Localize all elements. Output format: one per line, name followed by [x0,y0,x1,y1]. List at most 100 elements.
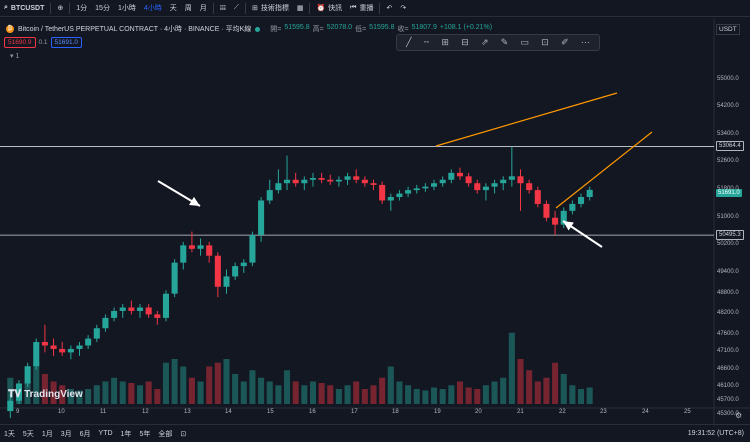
volume-bar [500,377,507,404]
line-chart-icon: ⟋ [234,4,239,11]
price-tick: 50200.0 [717,241,739,248]
currency-selector[interactable]: USDT [716,24,740,35]
price-tick: 54200.0 [717,103,739,110]
candle-body [258,200,265,235]
templates-button[interactable]: ▦ [293,0,308,17]
price-tick: 47600.0 [717,331,739,338]
candle-body [223,276,230,287]
candle-body [162,293,169,318]
volume-bar [335,389,342,404]
volume-bar [145,381,152,404]
volume-bar [361,389,368,404]
volume-bar [249,370,256,404]
sell-button[interactable]: 51690.9 [4,37,36,48]
redo-button[interactable]: ↷ [396,0,410,17]
time-tick: 11 [100,409,107,415]
range-5y[interactable]: 5年 [139,430,151,438]
range-all[interactable]: 全部 [158,430,173,438]
horizontal-line-icon[interactable]: ╌ [423,37,430,47]
candle-body [249,235,256,263]
volume-bar [396,381,403,404]
high-key: 高= [312,26,324,33]
candle-body [491,183,498,187]
volume-bar [474,389,481,404]
low-value: 51595.8 [369,24,395,31]
interval-1h[interactable]: 1小時 [117,5,136,12]
candle-body [500,179,507,184]
date-range-icon[interactable]: ⊡ [180,430,187,438]
candle-body [33,342,40,367]
trendline-icon[interactable]: ╱ [406,37,412,47]
interval-15m[interactable]: 15分 [95,5,110,12]
range-ytd[interactable]: YTD [98,430,113,437]
chart-type-button[interactable]: 𝍖 [216,0,230,17]
price-chart[interactable] [0,18,750,424]
candle-body [318,178,325,180]
indicator-collapse-toggle[interactable]: ▾ 1 [10,52,19,60]
support-price-tag: 50495.3 [716,230,744,241]
arrow-icon[interactable]: ⇗ [480,37,489,47]
range-1y[interactable]: 1年 [120,430,132,438]
trade-buttons: 51690.9 0.1 51691.0 [4,37,83,48]
range-6m[interactable]: 6月 [79,430,91,438]
more-icon[interactable]: ⋯ [580,37,590,47]
buy-button[interactable]: 51691.0 [50,37,83,48]
price-tick: 46600.0 [717,365,739,372]
undo-button[interactable]: ↶ [382,0,396,17]
volume-bar [41,374,48,404]
candle-body [266,190,273,201]
time-tick: 24 [642,409,649,415]
range-1d[interactable]: 1天 [4,430,15,438]
replay-button[interactable]: ⏮ 重播 [346,0,377,17]
time-tick: 10 [58,409,65,415]
rectangle-icon[interactable]: ▭ [520,37,530,47]
interval-week[interactable]: 周 [184,5,192,12]
bottom-range-bar: 1天 5天 1月 3月 6月 YTD 1年 5年 全部 ⊡ 19:31:52 (… [0,424,750,442]
interval-1m[interactable]: 1分 [76,5,88,12]
time-tick: 12 [142,409,149,415]
brush-icon[interactable]: ✎ [500,37,509,47]
alert-button[interactable]: ⏰ 快訊 [312,0,346,17]
candle-body [387,197,394,201]
candle-body [569,203,576,211]
clock: 19:31:52 (UTC+8) [687,430,744,437]
axis-settings-icon[interactable]: ⚙ [735,411,743,420]
time-tick: 25 [684,409,691,415]
interval-month[interactable]: 月 [199,5,207,12]
candle-body [508,176,515,180]
interval-4h[interactable]: 4小時 [143,5,162,12]
compare-button[interactable]: ⟋ [230,0,243,17]
frame-icon[interactable]: ⊡ [541,37,549,47]
chart-area[interactable] [0,18,750,424]
pencil-icon[interactable]: ✐ [561,37,569,47]
open-value: 51595.8 [284,24,310,31]
time-tick: 9 [16,409,20,415]
indicators-button[interactable]: ⊞ 技術指標 [248,0,293,17]
price-tick: 47100.0 [717,348,739,355]
time-tick: 23 [600,409,607,415]
add-symbol-button[interactable]: ⊕ [53,0,67,17]
volume-bar [76,390,83,404]
interval-day[interactable]: 天 [169,5,177,12]
symbol-search[interactable]: ⌕ BTCUSDT [0,0,48,17]
candle-body [292,179,299,184]
bitcoin-logo-icon: ₿ [6,25,14,33]
watermark-text: TradingView [24,389,83,400]
redo-icon: ↷ [400,5,407,12]
candle-body [111,310,118,318]
time-tick: 15 [267,409,274,415]
candle-body [188,245,195,249]
range-3m[interactable]: 3月 [60,430,72,438]
grid-icon[interactable]: ⊞ [441,37,449,47]
volume-bar [309,381,316,404]
volume-bar [119,381,126,404]
range-5d[interactable]: 5天 [22,430,34,438]
volume-bar [50,381,57,404]
volume-bar [456,381,463,404]
volume-bar [128,383,135,404]
range-1m[interactable]: 1月 [41,430,53,438]
fib-icon[interactable]: ⊟ [461,37,469,47]
volume-bar [188,377,195,404]
volume-bar [327,385,334,404]
candle-body [396,193,403,198]
